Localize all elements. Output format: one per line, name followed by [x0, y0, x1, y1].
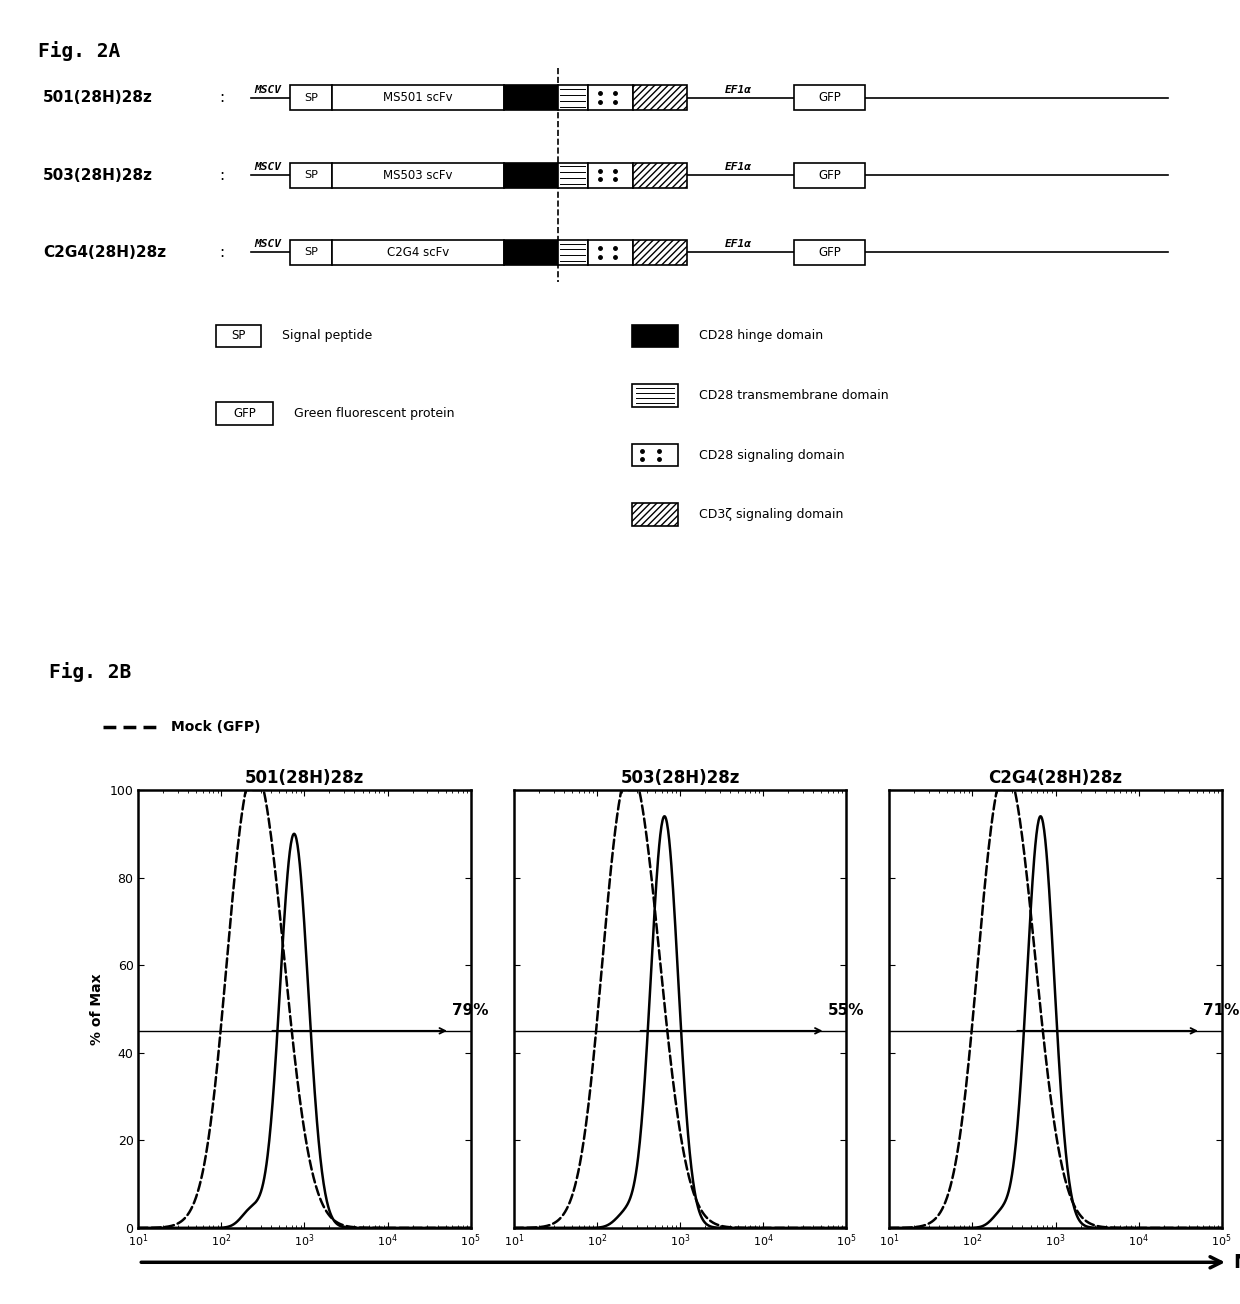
Bar	[505, 85, 558, 110]
Text: GFP: GFP	[818, 246, 841, 259]
Bar	[332, 240, 505, 265]
Text: SP: SP	[231, 330, 246, 343]
Text: GFP: GFP	[818, 168, 841, 181]
Bar	[632, 325, 677, 347]
Text: SP: SP	[304, 248, 317, 257]
Text: Fig. 2A: Fig. 2A	[38, 40, 120, 61]
Text: MS501 scFv: MS501 scFv	[383, 91, 453, 104]
Text: GFP: GFP	[233, 407, 255, 420]
Bar	[290, 85, 332, 110]
Bar	[558, 163, 588, 188]
Text: MSCV: MSCV	[254, 240, 280, 249]
Text: 71%: 71%	[1203, 1003, 1240, 1017]
Text: EF1α: EF1α	[724, 240, 751, 249]
Text: GFP: GFP	[818, 91, 841, 104]
Bar	[632, 85, 687, 110]
Text: 79%: 79%	[453, 1003, 489, 1017]
Text: 503(28H)28z: 503(28H)28z	[43, 167, 154, 183]
Bar	[290, 163, 332, 188]
Text: Mock (GFP): Mock (GFP)	[171, 720, 260, 734]
Text: MS503 scFv: MS503 scFv	[383, 168, 453, 181]
Text: C2G4 scFv: C2G4 scFv	[387, 246, 449, 259]
Text: CD28 signaling domain: CD28 signaling domain	[699, 449, 844, 462]
Bar	[588, 240, 632, 265]
Bar	[332, 85, 505, 110]
Text: Green fluorescent protein: Green fluorescent protein	[294, 407, 455, 420]
Bar	[632, 503, 677, 526]
Text: MSCV: MSCV	[254, 162, 280, 172]
Bar	[216, 325, 260, 347]
Bar	[632, 385, 677, 407]
Bar	[632, 163, 687, 188]
Title: 501(28H)28z: 501(28H)28z	[244, 769, 365, 788]
Bar	[558, 85, 588, 110]
Text: CD28 transmembrane domain: CD28 transmembrane domain	[699, 389, 889, 402]
Bar	[216, 402, 273, 425]
Text: :: :	[219, 167, 224, 183]
Text: :: :	[219, 90, 224, 106]
Title: C2G4(28H)28z: C2G4(28H)28z	[988, 769, 1122, 788]
Bar	[588, 163, 632, 188]
Text: CD3ζ signaling domain: CD3ζ signaling domain	[699, 509, 843, 522]
Text: :: :	[219, 245, 224, 259]
Text: C2G4(28H)28z: C2G4(28H)28z	[43, 245, 166, 259]
Text: MSLN CAR: MSLN CAR	[1234, 1253, 1240, 1271]
Bar	[505, 240, 558, 265]
Text: 55%: 55%	[828, 1003, 864, 1017]
Text: CD28 hinge domain: CD28 hinge domain	[699, 330, 823, 343]
Title: 503(28H)28z: 503(28H)28z	[620, 769, 740, 788]
Text: MSCV: MSCV	[254, 85, 280, 95]
Text: EF1α: EF1α	[724, 85, 751, 95]
Bar	[505, 163, 558, 188]
Bar	[794, 163, 866, 188]
Bar	[290, 240, 332, 265]
Bar	[558, 240, 588, 265]
Text: 501(28H)28z: 501(28H)28z	[43, 90, 153, 106]
Text: EF1α: EF1α	[724, 162, 751, 172]
Bar	[588, 85, 632, 110]
Text: Signal peptide: Signal peptide	[283, 330, 373, 343]
Bar	[632, 240, 687, 265]
Y-axis label: % of Max: % of Max	[91, 973, 104, 1045]
Bar	[332, 163, 505, 188]
Bar	[632, 443, 677, 467]
Bar	[794, 85, 866, 110]
Text: SP: SP	[304, 170, 317, 180]
Bar	[794, 240, 866, 265]
Text: Fig. 2B: Fig. 2B	[50, 661, 131, 682]
Text: SP: SP	[304, 93, 317, 103]
